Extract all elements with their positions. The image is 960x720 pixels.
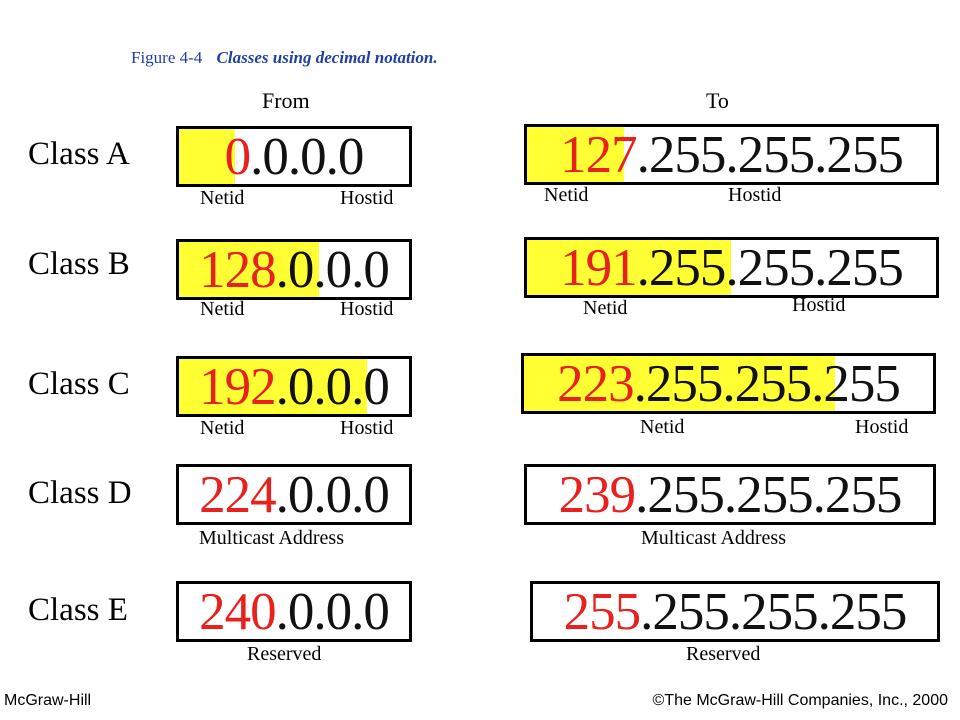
class-c-from-net: 192 bbox=[199, 357, 276, 416]
class-c-to-netid-label: Netid bbox=[640, 416, 685, 438]
class-c-from-address: 192.0.0.0 bbox=[179, 359, 409, 414]
class-c-to-netid-highlight bbox=[524, 356, 835, 411]
class-e-label: Class E bbox=[28, 592, 128, 628]
class-a-from-hostid-label: Hostid bbox=[340, 187, 394, 209]
class-c-to-net: 223 bbox=[557, 354, 634, 413]
class-e-from-net: 240 bbox=[199, 582, 276, 641]
class-d-label: Class D bbox=[28, 475, 132, 511]
class-c-from-host: .0.0.0 bbox=[275, 357, 390, 416]
class-d-to-multicast-label: Multicast Address bbox=[641, 527, 786, 549]
class-e-from-reserved-label: Reserved bbox=[247, 643, 322, 665]
class-c-label: Class C bbox=[28, 366, 130, 402]
class-e-to-box: 255.255.255.255 bbox=[530, 581, 940, 642]
figure-caption: Figure 4-4 Classes using decimal notatio… bbox=[131, 48, 438, 68]
class-a-to-net: 127 bbox=[560, 125, 637, 184]
class-b-to-net: 191 bbox=[560, 238, 637, 297]
class-b-to-netid-label: Netid bbox=[583, 297, 628, 319]
class-d-to-net: 239 bbox=[558, 465, 636, 524]
footer-publisher: McGraw-Hill bbox=[4, 692, 92, 709]
class-b-to-netid-highlight bbox=[527, 240, 731, 295]
class-e-from-box: 240.0.0.0 bbox=[176, 581, 412, 642]
class-b-from-net: 128 bbox=[199, 240, 276, 299]
class-b-label: Class B bbox=[28, 246, 130, 282]
class-c-from-box: 192.0.0.0 bbox=[176, 356, 412, 417]
class-d-from-host: .0.0.0 bbox=[275, 465, 390, 524]
class-b-to-box: 191.255.255.255 bbox=[524, 237, 939, 298]
class-d-from-address: 224.0.0.0 bbox=[179, 467, 409, 522]
class-a-to-netid-highlight bbox=[527, 127, 624, 182]
class-e-to-address: 255.255.255.255 bbox=[533, 584, 937, 639]
class-d-to-host: .255.255.255 bbox=[635, 465, 902, 524]
class-c-from-netid-label: Netid bbox=[200, 417, 245, 439]
class-a-to-address: 127.255.255.255 bbox=[527, 127, 936, 182]
class-b-from-hostid-label: Hostid bbox=[340, 298, 394, 320]
class-a-from-host: .0.0.0 bbox=[250, 127, 364, 186]
class-a-from-box: 0.0.0.0 bbox=[176, 126, 412, 187]
class-c-to-address: 223.255.255.255 bbox=[524, 356, 933, 411]
class-b-to-hostid-label: Hostid bbox=[792, 294, 846, 316]
class-d-to-address: 239.255.255.255 bbox=[527, 467, 933, 522]
class-d-to-box: 239.255.255.255 bbox=[524, 464, 936, 525]
from-header: From bbox=[262, 88, 310, 113]
class-a-from-address: 0.0.0.0 bbox=[179, 129, 409, 184]
footer-copyright: ©The McGraw-Hill Companies, Inc., 2000 bbox=[652, 692, 948, 709]
class-a-label: Class A bbox=[28, 136, 130, 172]
class-d-from-box: 224.0.0.0 bbox=[176, 464, 412, 525]
class-a-from-net: 0 bbox=[224, 127, 251, 186]
class-c-from-hostid-label: Hostid bbox=[340, 417, 394, 439]
figure-title: Classes using decimal notation. bbox=[216, 48, 438, 67]
class-a-to-netid-label: Netid bbox=[544, 184, 589, 206]
class-d-from-multicast-label: Multicast Address bbox=[199, 527, 344, 549]
class-a-from-netid-label: Netid bbox=[200, 187, 245, 209]
class-b-from-netid-highlight bbox=[179, 242, 319, 297]
class-c-from-netid-highlight bbox=[179, 359, 367, 414]
class-a-to-host: .255.255.255 bbox=[636, 125, 904, 184]
class-a-to-hostid-label: Hostid bbox=[728, 184, 782, 206]
class-b-to-address: 191.255.255.255 bbox=[527, 240, 936, 295]
class-a-to-box: 127.255.255.255 bbox=[524, 124, 939, 185]
class-b-to-host: .255.255.255 bbox=[636, 238, 904, 297]
class-e-from-host: .0.0.0 bbox=[275, 582, 390, 641]
class-a-from-netid-highlight bbox=[179, 129, 235, 184]
class-b-from-host: .0.0.0 bbox=[275, 240, 390, 299]
class-e-to-host: .255.255.255 bbox=[640, 582, 907, 641]
class-d-from-net: 224 bbox=[199, 465, 276, 524]
class-c-to-hostid-label: Hostid bbox=[855, 416, 909, 438]
to-header: To bbox=[706, 88, 729, 113]
class-e-to-reserved-label: Reserved bbox=[686, 643, 761, 665]
class-e-to-net: 255 bbox=[563, 582, 641, 641]
class-e-from-address: 240.0.0.0 bbox=[179, 584, 409, 639]
class-c-to-host: .255.255.255 bbox=[633, 354, 901, 413]
figure-number: Figure 4-4 bbox=[131, 48, 203, 67]
class-b-from-box: 128.0.0.0 bbox=[176, 239, 412, 300]
class-b-from-netid-label: Netid bbox=[200, 298, 245, 320]
class-c-to-box: 223.255.255.255 bbox=[521, 353, 936, 414]
class-b-from-address: 128.0.0.0 bbox=[179, 242, 409, 297]
